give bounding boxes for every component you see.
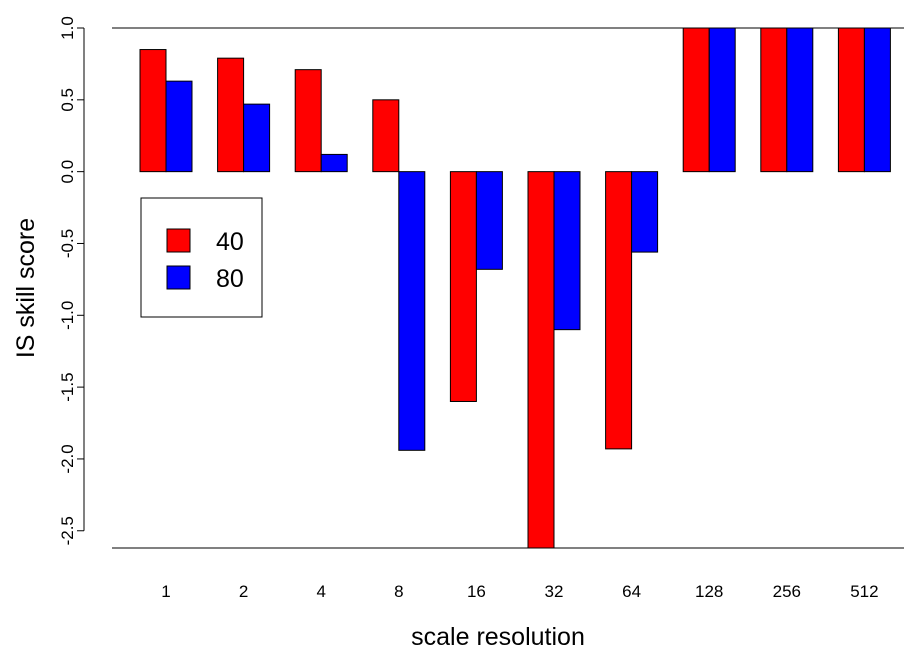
y-tick-label: 0.0 [58, 160, 77, 184]
bar-80-1 [165, 80, 193, 173]
x-tick-label: 512 [850, 582, 878, 601]
y-axis-title: IS skill score [12, 218, 40, 358]
bar-80-512 [863, 27, 891, 173]
bar-40-4 [294, 69, 322, 173]
x-tick-label: 1 [161, 582, 170, 601]
x-tick-label: 64 [622, 582, 641, 601]
x-tick-label: 256 [773, 582, 801, 601]
legend: 40 80 [140, 197, 263, 318]
bar-40-64 [605, 171, 633, 450]
bar-40-16 [449, 171, 477, 402]
bar-80-8 [398, 171, 426, 451]
legend-swatch-40 [166, 228, 191, 253]
y-axis-ticks: -2.5 -2.0 -1.5 -1.0 -0.5 0.0 0.5 1.0 [58, 16, 84, 545]
x-axis-title: scale resolution [411, 623, 585, 651]
y-tick-label: -0.5 [58, 229, 77, 258]
bars [139, 27, 891, 549]
y-tick-label: -1.5 [58, 372, 77, 401]
x-tick-label: 16 [467, 582, 486, 601]
bar-40-512 [837, 27, 865, 173]
bar-80-4 [320, 153, 348, 173]
legend-label-40: 40 [216, 228, 244, 256]
x-tick-label: 128 [695, 582, 723, 601]
x-tick-label: 8 [394, 582, 403, 601]
bar-40-32 [527, 171, 555, 549]
bar-80-32 [553, 171, 581, 331]
y-tick-label: -2.0 [58, 444, 77, 473]
bar-80-256 [786, 27, 814, 173]
y-tick-label: -1.0 [58, 301, 77, 330]
y-tick-label: -2.5 [58, 516, 77, 545]
legend-label-80: 80 [216, 265, 244, 293]
x-tick-label: 4 [316, 582, 325, 601]
bar-80-16 [475, 171, 503, 270]
x-tick-label: 2 [239, 582, 248, 601]
x-axis-tick-labels: 1 2 4 8 16 32 64 128 256 512 [161, 582, 878, 601]
y-tick-label: 1.0 [58, 16, 77, 40]
bar-40-8 [372, 99, 400, 173]
y-tick-label: 0.5 [58, 88, 77, 112]
x-tick-label: 32 [545, 582, 564, 601]
bar-40-1 [139, 49, 167, 173]
bar-80-2 [243, 103, 271, 173]
bar-80-64 [631, 171, 659, 253]
legend-swatch-80 [166, 265, 191, 290]
legend-box [140, 197, 263, 318]
bar-80-128 [708, 27, 736, 173]
bar-40-256 [760, 27, 788, 173]
bar-40-128 [682, 27, 710, 173]
bar-40-2 [217, 57, 245, 173]
